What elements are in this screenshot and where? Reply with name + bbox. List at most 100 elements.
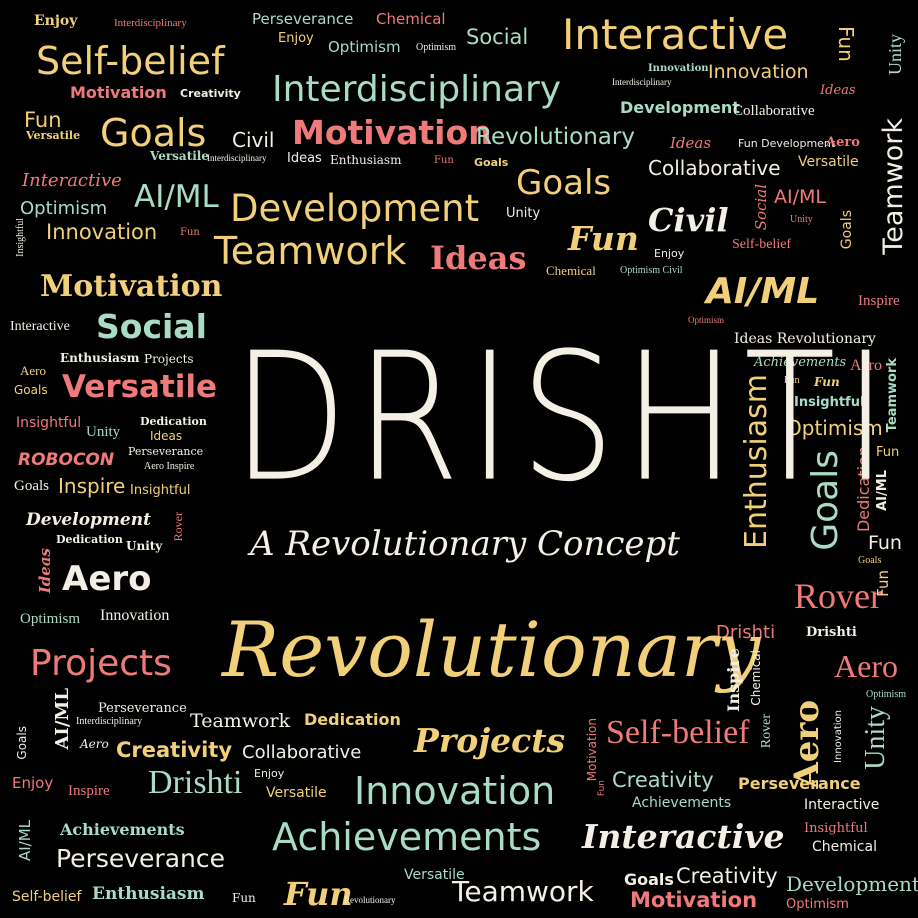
word-robocon: ROBOCON <box>18 450 115 470</box>
word-unity: Unity <box>885 34 905 76</box>
word-chemical-2: Chemical <box>546 263 596 278</box>
word-innovation: Innovation <box>708 61 809 83</box>
word-aero-6: Aero <box>80 737 109 751</box>
word-development: Development <box>620 98 740 117</box>
word-fun-2: Fun <box>24 108 62 132</box>
word-chemical-3: Chemical <box>749 650 763 706</box>
word-interdisciplinary-big: Interdisciplinary <box>272 69 562 110</box>
word-rover: Rover <box>171 512 185 542</box>
word-motivation: Motivation <box>70 83 167 102</box>
word-innovation-big: Innovation <box>354 769 556 813</box>
word-inspire-3: Inspire <box>724 648 743 712</box>
word-innovation-2: Innovation <box>46 220 158 244</box>
word-achievements: Achievements <box>754 355 847 370</box>
word-enthusiasm: Enthusiasm <box>330 153 402 167</box>
word-ideas-4: Ideas <box>430 239 527 277</box>
word-teamwork-vert: Teamwork <box>878 118 909 255</box>
word-inspire-2: Inspire <box>58 474 126 498</box>
word-interdisciplinary-3: Interdisciplinary <box>207 153 267 163</box>
word-optimism-8: Optimism <box>786 897 849 912</box>
word-ai-ml-6: AI/ML <box>16 820 34 862</box>
word-fun-13: Fun <box>284 875 353 913</box>
word-insightful-2: Insightful <box>794 395 865 410</box>
word-ai-ml-5: AI/ML <box>52 688 73 750</box>
word-fun: Fun <box>834 26 858 62</box>
word-perseverance-5: Perseverance <box>56 844 225 873</box>
word-interactive-3: Interactive <box>10 319 70 334</box>
word-interactive-5: Interactive <box>582 817 785 856</box>
word-interdisciplinary: Interdisciplinary <box>114 17 187 29</box>
word-social-2: Social <box>752 184 770 231</box>
word-goals-6: Goals <box>14 478 49 494</box>
word-ai-ml: AI/ML <box>134 179 219 215</box>
word-dedication-3: Dedication <box>304 710 401 729</box>
word-innovation-3: Innovation <box>100 607 170 624</box>
word-versatile-4: Versatile <box>62 369 218 405</box>
word-interactive-2: Interactive <box>22 170 122 191</box>
word-interactive-4: Interactive <box>804 797 880 813</box>
word-social: Social <box>466 25 529 49</box>
word-aero-3: Aero <box>850 357 882 374</box>
word-insightful-4: Insightful <box>130 483 191 498</box>
word-development-2: Development <box>26 510 151 530</box>
word-versatile-6: Versatile <box>404 867 465 883</box>
word-interdisciplinary-4: Interdisciplinary <box>76 716 143 727</box>
word-versatile-3: Versatile <box>798 154 859 170</box>
word-fun-3: Fun <box>434 155 454 166</box>
word-perseverance-3: Perseverance <box>98 701 187 716</box>
word-fun-4: Fun <box>180 227 200 238</box>
word-collaborative-3: Collaborative <box>242 742 362 763</box>
word-goals-8: Goals <box>15 726 29 760</box>
word-social-3: Social <box>96 307 207 346</box>
word-fun-11: Fun <box>597 780 607 797</box>
word-development-3: Development <box>786 872 918 896</box>
poster-subtitle: A Revolutionary Concept <box>250 524 680 564</box>
word-ideas-2: Ideas <box>670 134 712 152</box>
word-enjoy-5: Enjoy <box>254 767 285 780</box>
word-motivation-2: Motivation <box>40 269 223 304</box>
word-drishti-3: Drishti <box>148 764 243 801</box>
word-insightful: Insightful <box>15 218 26 257</box>
word-dedication: Dedication <box>140 415 207 428</box>
word-self-belief-2: Self-belief <box>732 237 792 252</box>
word-fun-5: Fun <box>568 219 639 258</box>
word-collaborative: Collaborative <box>733 103 815 119</box>
word-enthusiasm-3: Enthusiasm <box>92 884 205 904</box>
word-fun-10: Fun <box>874 570 892 597</box>
word-self-belief-3: Self-belief <box>606 714 750 751</box>
word-projects: Projects <box>144 352 194 366</box>
word-perseverance-4: Perseverance <box>738 774 861 793</box>
word-achievements-big: Achievements <box>272 815 542 859</box>
word-inspire-4: Inspire <box>68 783 110 799</box>
word-fun-6: Fun <box>784 375 800 386</box>
word-insightful-3: Insightful <box>16 415 82 431</box>
word-ideas-6: Ideas <box>36 548 54 594</box>
word-civil-2: Civil <box>648 201 729 239</box>
word-interactive: Interactive <box>562 10 789 59</box>
word-chemical: Chemical <box>376 10 446 28</box>
word-unity-4: Unity <box>86 424 121 440</box>
word-self-belief: Self-belief <box>36 39 225 83</box>
word-unity-5: Unity <box>126 539 163 553</box>
word-optimism-7: Optimism <box>866 689 907 700</box>
word-civil: Civil <box>232 128 275 152</box>
word-innovation-small: Innovation <box>648 63 709 74</box>
word-unity-6: Unity <box>860 706 891 770</box>
word-perseverance-2: Perseverance <box>128 445 204 458</box>
word-revolutionary: Revolutionary <box>476 124 635 150</box>
word-revolutionary-big: Revolutionary <box>222 605 761 694</box>
word-aero-2: Aero <box>20 363 46 378</box>
word-versatile-2: Versatile <box>150 149 209 163</box>
word-enthusiasm-2: Enthusiasm <box>60 351 140 365</box>
word-ai-ml-3: AI/ML <box>706 271 820 312</box>
word-fun-development: Fun Development <box>738 137 836 150</box>
word-inspire: Inspire <box>858 293 900 309</box>
word-innovation-4: Innovation <box>833 710 844 763</box>
word-ideas-revolutionary: Ideas Revolutionary <box>734 331 876 347</box>
word-goals: Goals <box>100 111 207 155</box>
word-development-big: Development <box>230 187 480 230</box>
word-projects-3: Projects <box>414 721 566 760</box>
word-rover-2: Rover <box>794 576 882 616</box>
word-enjoy-3: Enjoy <box>654 247 685 260</box>
